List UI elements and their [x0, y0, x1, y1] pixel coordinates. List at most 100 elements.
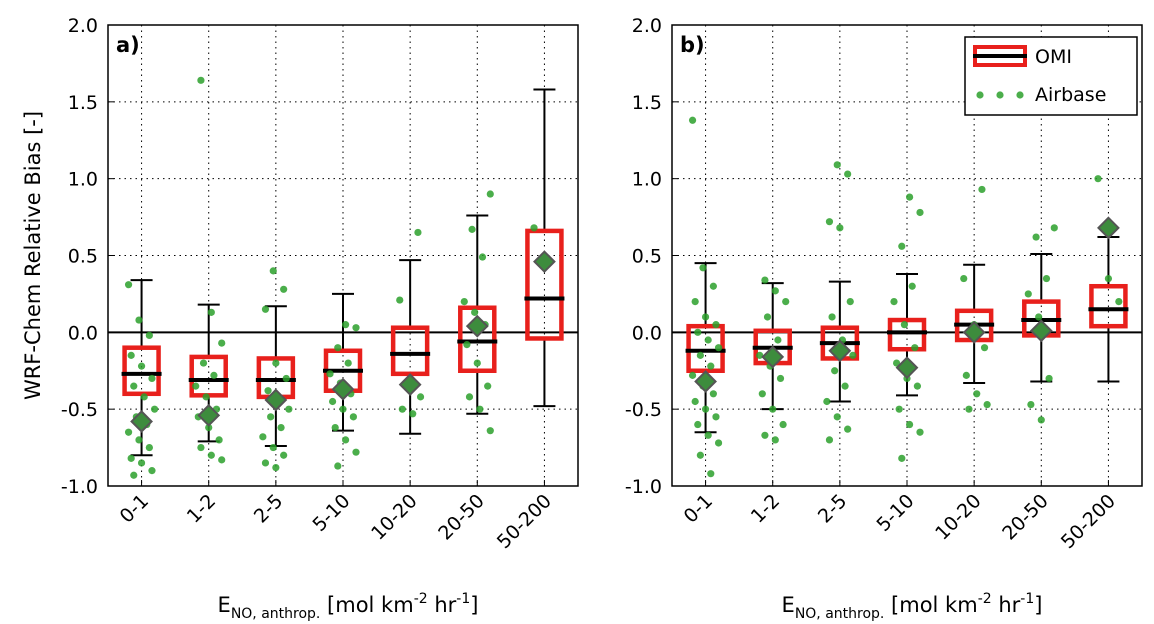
point	[701, 405, 710, 413]
x-label-part: NO, anthrop.	[795, 606, 885, 622]
point	[202, 393, 210, 401]
point	[207, 451, 215, 459]
point	[218, 339, 226, 347]
point	[205, 424, 213, 432]
point	[398, 405, 406, 413]
point	[215, 436, 223, 444]
point	[973, 390, 981, 398]
legend-swatch	[996, 91, 1004, 99]
point	[709, 390, 717, 398]
point	[701, 313, 710, 321]
x-label-part: hr	[428, 593, 457, 617]
point	[135, 436, 143, 444]
x-tick-label: 5-10	[872, 490, 918, 536]
point	[272, 463, 280, 472]
point	[895, 405, 903, 413]
point	[140, 393, 148, 401]
point	[280, 451, 288, 459]
point	[259, 433, 267, 441]
point	[714, 344, 723, 352]
mean-marker	[533, 250, 556, 274]
mean-marker	[264, 388, 288, 412]
point	[978, 185, 986, 194]
point	[277, 424, 285, 432]
y-tick-label: 0.0	[632, 322, 662, 344]
point	[267, 413, 275, 421]
point	[210, 371, 218, 379]
point	[207, 308, 215, 316]
point	[468, 225, 476, 233]
point	[712, 321, 720, 329]
point	[965, 405, 973, 413]
point	[707, 470, 715, 478]
point	[831, 367, 839, 375]
y-tick-label: 0.0	[68, 322, 98, 344]
point	[269, 443, 277, 452]
point	[688, 371, 697, 379]
point	[761, 431, 769, 439]
point	[272, 359, 280, 367]
point	[282, 374, 290, 383]
point	[471, 308, 479, 316]
point	[261, 305, 270, 313]
point	[714, 439, 723, 447]
point	[704, 431, 712, 439]
point	[782, 298, 790, 306]
mean-marker	[828, 339, 852, 363]
legend-label: Airbase	[1035, 84, 1106, 106]
y-tick-label: 1.5	[632, 92, 662, 114]
point	[844, 425, 852, 433]
x-tick-label: 10-20	[367, 490, 422, 545]
point	[691, 298, 699, 306]
point	[261, 459, 270, 467]
mean-marker	[761, 345, 785, 369]
point	[476, 405, 484, 413]
point	[836, 224, 844, 232]
y-axis-label: WRF-Chem Relative Bias [-]	[21, 111, 45, 400]
point	[898, 454, 906, 462]
mean-marker	[694, 370, 717, 393]
box	[458, 305, 497, 374]
point	[264, 387, 272, 395]
point	[396, 296, 404, 304]
mean-marker	[1097, 216, 1120, 240]
point	[199, 359, 208, 367]
point	[916, 428, 924, 436]
point	[844, 170, 852, 178]
x-tick-label: 0-1	[680, 490, 718, 528]
point	[1115, 298, 1123, 306]
x-label-part: ]	[470, 593, 478, 617]
y-tick-label: -0.5	[625, 399, 662, 421]
x-label-part: [mol km	[320, 593, 413, 617]
point	[331, 424, 339, 432]
point	[960, 274, 968, 283]
panel-label: b)	[680, 33, 705, 57]
point	[416, 393, 425, 401]
point	[465, 393, 474, 401]
plot-frame	[107, 24, 579, 487]
point	[124, 428, 133, 436]
point	[218, 456, 226, 464]
point	[135, 316, 143, 324]
point	[478, 253, 487, 261]
point	[841, 382, 849, 390]
x-tick-label: 1-2	[747, 490, 785, 528]
mean-marker	[962, 320, 986, 344]
point	[771, 287, 779, 295]
x-tick-label: 0-1	[116, 490, 154, 528]
x-axis-label: ENO, anthrop. [mol km-2 hr-1]	[782, 591, 1043, 622]
mean-marker	[331, 377, 355, 401]
panel-label: a)	[116, 33, 140, 57]
x-label-part: -1	[1020, 591, 1034, 607]
point	[329, 397, 337, 406]
point	[484, 382, 492, 390]
point	[145, 331, 153, 340]
point	[127, 351, 135, 359]
box	[122, 345, 161, 397]
x-tick-label: 2-5	[814, 490, 852, 528]
legend-swatch	[976, 91, 984, 99]
x-tick-label: 1-2	[183, 490, 221, 528]
x-tick-label: 50-200	[493, 490, 556, 553]
point	[707, 362, 715, 370]
point	[342, 321, 350, 329]
